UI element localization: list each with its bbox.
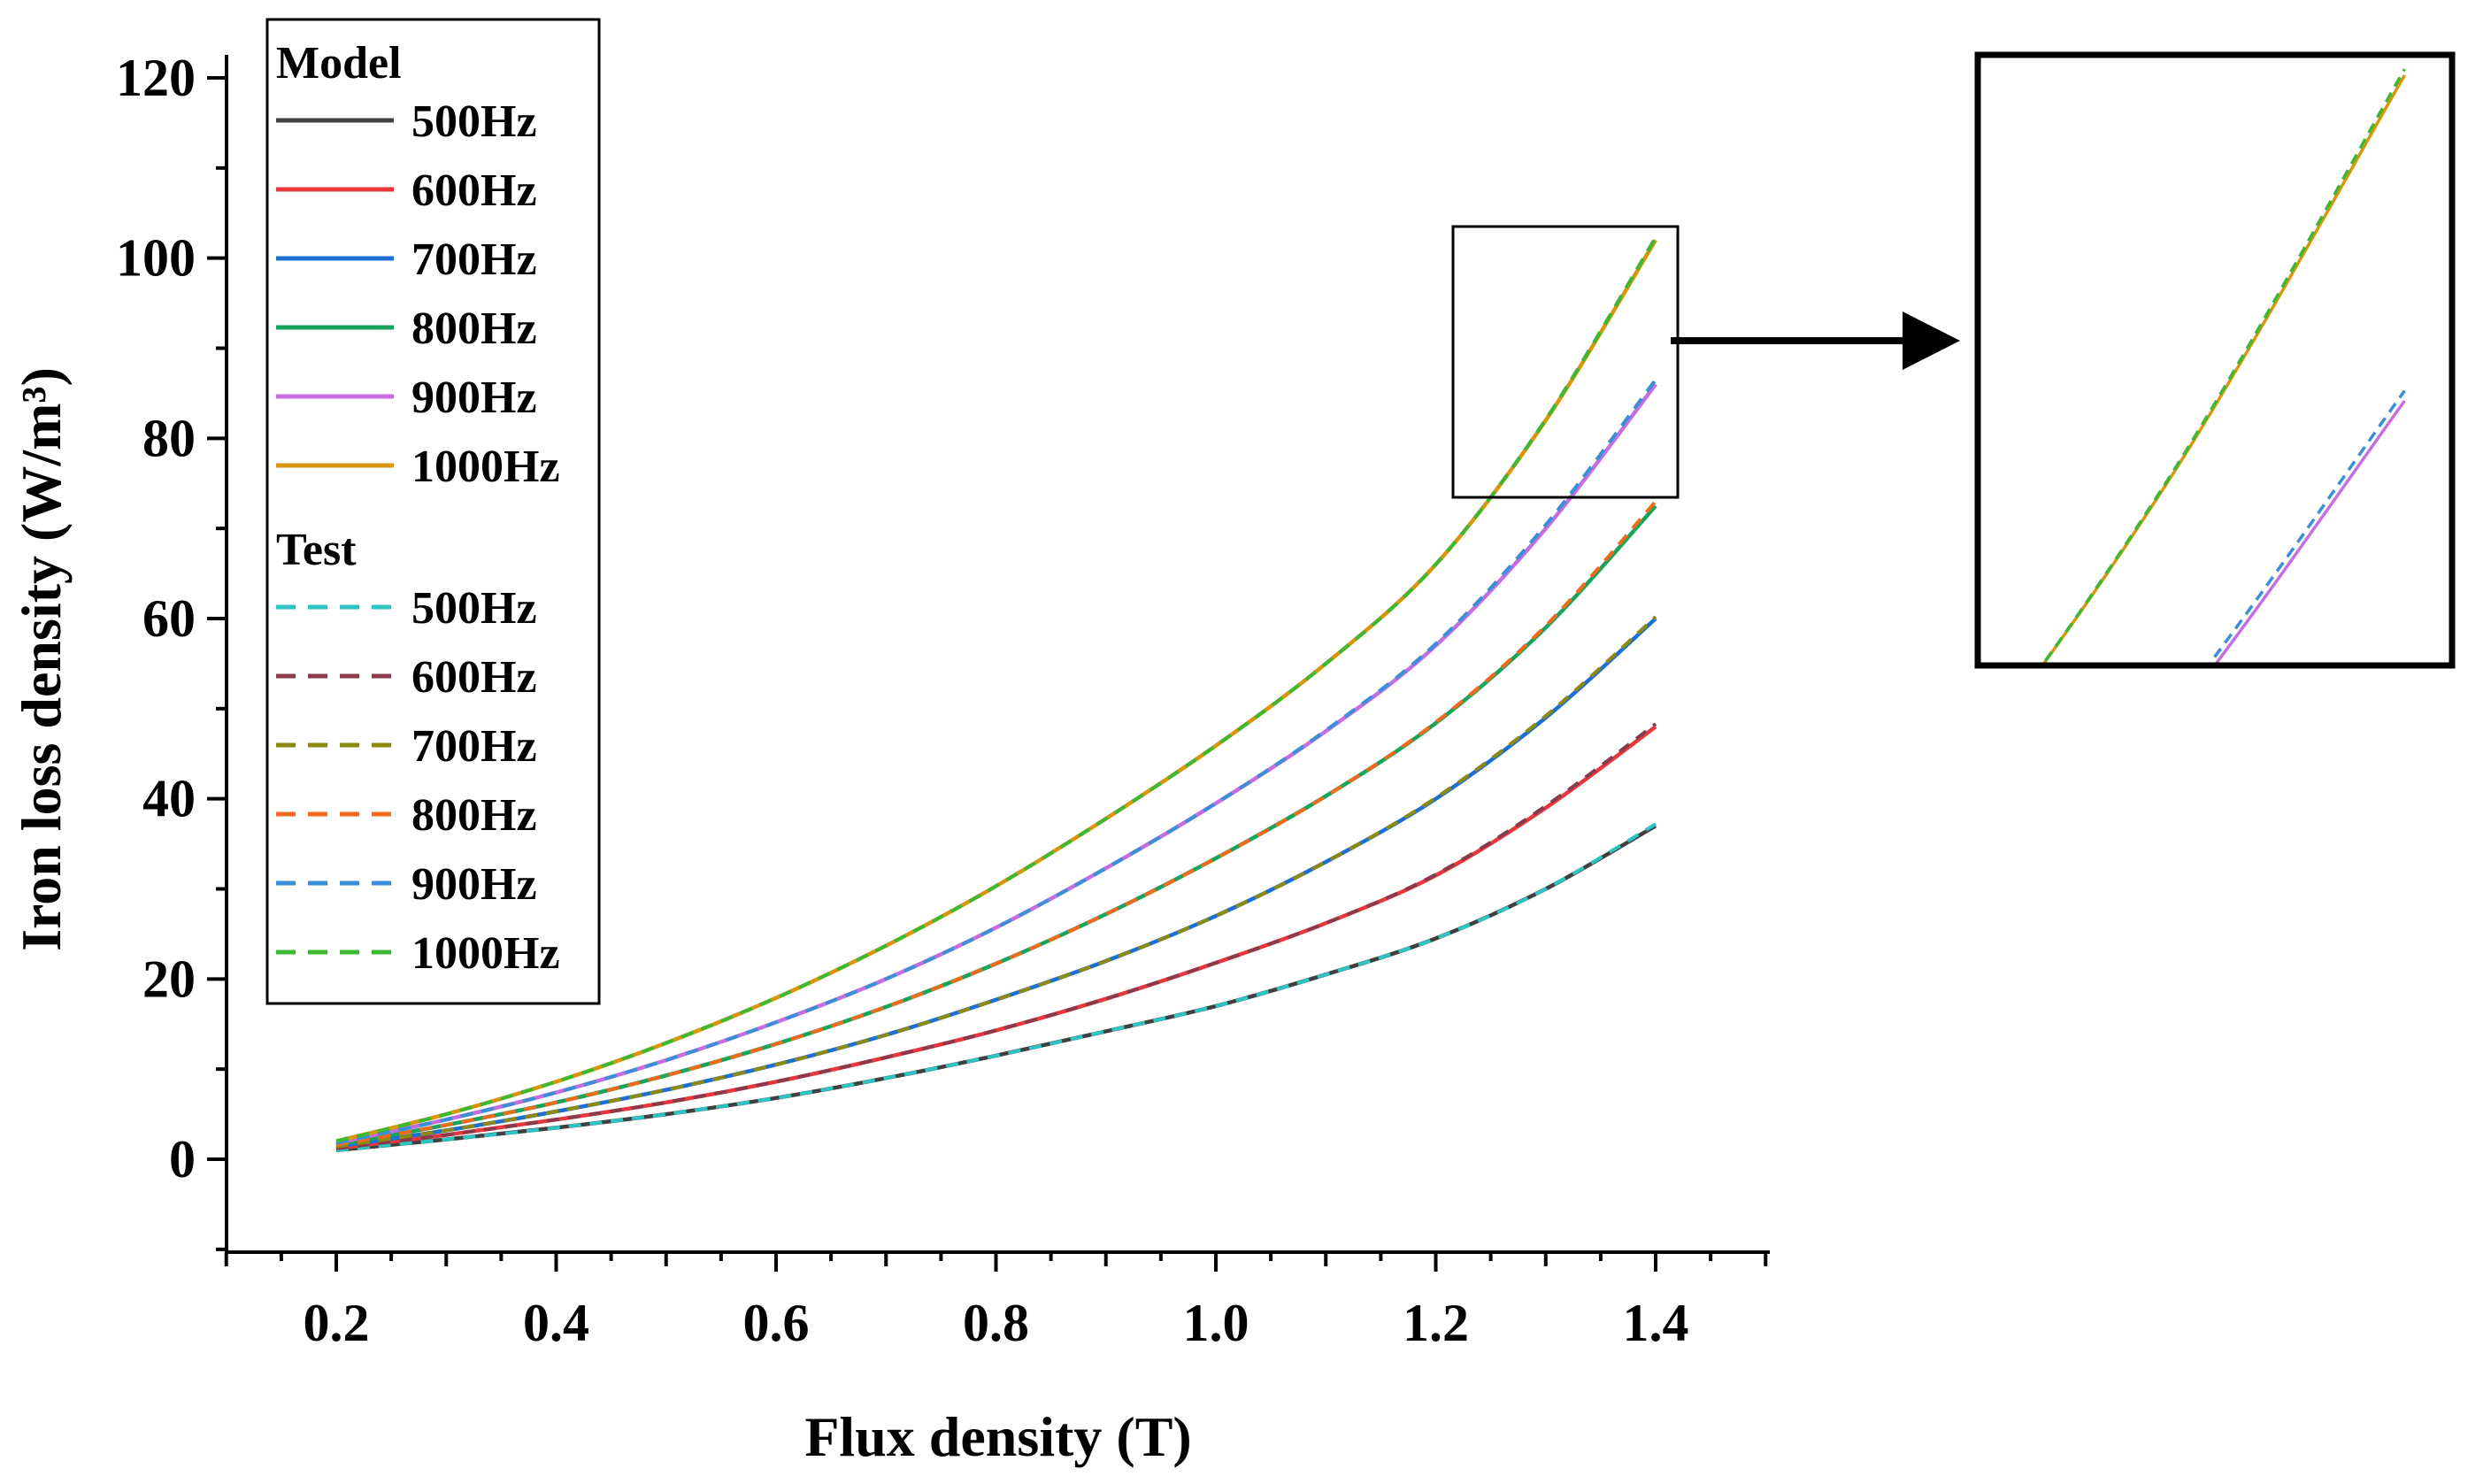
legend-label-model-700hz: 700Hz bbox=[411, 235, 537, 285]
y-tick-label: 40 bbox=[142, 770, 196, 828]
inset-line-test-900hz bbox=[2206, 389, 2406, 665]
x-tick-label: 0.6 bbox=[743, 1294, 810, 1352]
legend-label-model-900hz: 900Hz bbox=[411, 373, 537, 423]
y-tick-label: 100 bbox=[116, 229, 196, 288]
legend-label-model-800hz: 800Hz bbox=[411, 304, 537, 354]
legend-label-model-600hz: 600Hz bbox=[411, 165, 537, 216]
legend-label-test-900hz: 900Hz bbox=[411, 859, 537, 910]
zoom-region-box bbox=[1451, 225, 1680, 499]
legend-box bbox=[265, 18, 601, 1005]
x-tick-label: 1.2 bbox=[1403, 1294, 1469, 1352]
legend-label-test-700hz: 700Hz bbox=[411, 721, 537, 772]
x-tick-label: 0.4 bbox=[523, 1294, 589, 1352]
x-tick-label: 1.0 bbox=[1183, 1294, 1249, 1352]
inset-lines bbox=[2040, 68, 2406, 665]
series-lines bbox=[335, 236, 1657, 1153]
y-tick-label: 60 bbox=[142, 589, 196, 648]
y-tick-label: 120 bbox=[116, 49, 196, 107]
legend-label-test-800hz: 800Hz bbox=[411, 790, 537, 841]
legend-label-test-600hz: 600Hz bbox=[411, 652, 537, 703]
legend-label-model-500hz: 500Hz bbox=[411, 96, 537, 147]
legend-label-test-1000hz: 1000Hz bbox=[411, 928, 560, 979]
legend-group-test: Test bbox=[276, 525, 357, 575]
plot-area: 0 20 40 60 80 100 120 0.2 0.4 0.6 0.8 1.0 1.2 1.4 bbox=[116, 49, 1770, 1352]
zoom-arrow-head bbox=[1903, 311, 1960, 370]
legend-entries: 500Hz 600Hz 700Hz 800Hz 900Hz 1000Hz 500Hz 600H… bbox=[276, 96, 560, 979]
series-line-test-600hz bbox=[335, 722, 1657, 1150]
series-line-test-800hz bbox=[335, 500, 1657, 1147]
series-line-test-1000hz bbox=[335, 236, 1657, 1143]
inset-line-test-1000hz bbox=[2040, 68, 2406, 665]
x-tick-label: 0.2 bbox=[304, 1294, 370, 1352]
y-tick-label: 0 bbox=[169, 1130, 196, 1188]
zoom-arrow bbox=[1671, 311, 1960, 370]
legend-label-test-500hz: 500Hz bbox=[411, 583, 537, 634]
x-axis-ticks: 0.2 0.4 0.6 0.8 1.0 1.2 1.4 bbox=[224, 1252, 1768, 1352]
y-tick-label: 80 bbox=[142, 409, 196, 467]
x-axis-label: Flux density (T) bbox=[804, 1405, 1191, 1468]
inset-frame bbox=[1974, 51, 2456, 669]
series-line-test-500hz bbox=[335, 822, 1657, 1152]
inset-line-model-900hz bbox=[2212, 399, 2406, 665]
y-axis-label: Iron loss density (W/m³) bbox=[10, 367, 73, 951]
legend-label-model-1000hz: 1000Hz bbox=[411, 442, 560, 492]
zoom-inset bbox=[1974, 51, 2456, 669]
x-tick-label: 0.8 bbox=[963, 1294, 1029, 1352]
x-tick-label: 1.4 bbox=[1623, 1294, 1689, 1352]
y-axis-ticks: 0 20 40 60 80 100 120 bbox=[116, 49, 227, 1251]
legend: Model Test 500Hz 600Hz 700Hz 800Hz 900Hz 1000… bbox=[265, 18, 601, 1005]
series-line-test-900hz bbox=[335, 378, 1657, 1145]
y-tick-label: 20 bbox=[142, 950, 196, 1008]
legend-group-model: Model bbox=[276, 38, 402, 88]
series-line-test-700hz bbox=[335, 615, 1657, 1149]
